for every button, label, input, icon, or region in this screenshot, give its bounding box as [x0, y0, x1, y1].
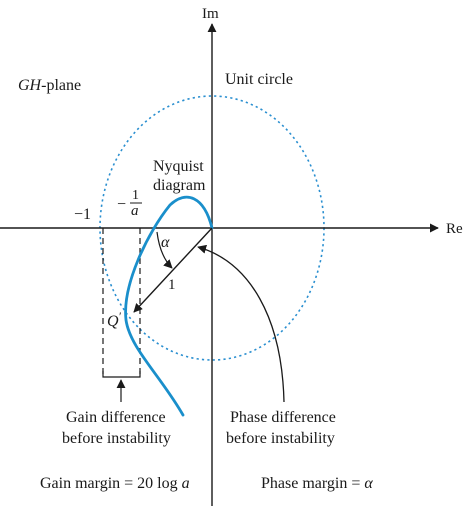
- gain-difference-line2: before instability: [62, 430, 171, 447]
- phase-margin-text: Phase margin =: [261, 475, 364, 492]
- gain-difference-line1: Gain difference: [66, 409, 166, 426]
- imaginary-axis-label: Im: [202, 6, 219, 22]
- gh-plane-symbol: GH: [18, 77, 43, 94]
- alpha-label: α: [161, 234, 170, 251]
- nyquist-label-line2: diagram: [153, 177, 206, 194]
- alpha-angle-arc: [156, 231, 173, 269]
- gh-plane-label: GH-plane: [18, 77, 81, 94]
- phase-difference-line1: Phase difference: [230, 409, 336, 426]
- unit-radius-arrow: [133, 227, 213, 313]
- radius-label: 1: [168, 277, 176, 293]
- gain-margin-formula: Gain margin = 20 log a: [40, 475, 190, 492]
- phase-margin-var: α: [364, 475, 373, 492]
- minus-one-label: −1: [74, 206, 91, 223]
- gain-margin-text: Gain margin = 20 log: [40, 475, 182, 492]
- phase-margin-formula: Phase margin = α: [261, 475, 373, 492]
- nyquist-curve: [124, 195, 214, 417]
- real-axis-label: Re: [446, 221, 463, 237]
- nyquist-label-line1: Nyquist: [153, 158, 204, 175]
- point-q-prime: ′: [119, 309, 122, 323]
- minus-inv-a-numerator: 1: [132, 188, 139, 203]
- gain-difference-bracket: [102, 371, 141, 378]
- gain-margin-var: a: [182, 475, 190, 492]
- phase-difference-arrow: [197, 244, 285, 403]
- gh-plane-suffix: -plane: [41, 77, 81, 94]
- point-q-label: Q: [107, 313, 119, 330]
- minus-inv-a-denominator: a: [131, 203, 139, 219]
- minus-inv-a-sign: −: [117, 196, 126, 213]
- unit-circle-label: Unit circle: [225, 71, 293, 88]
- phase-difference-line2: before instability: [226, 430, 335, 447]
